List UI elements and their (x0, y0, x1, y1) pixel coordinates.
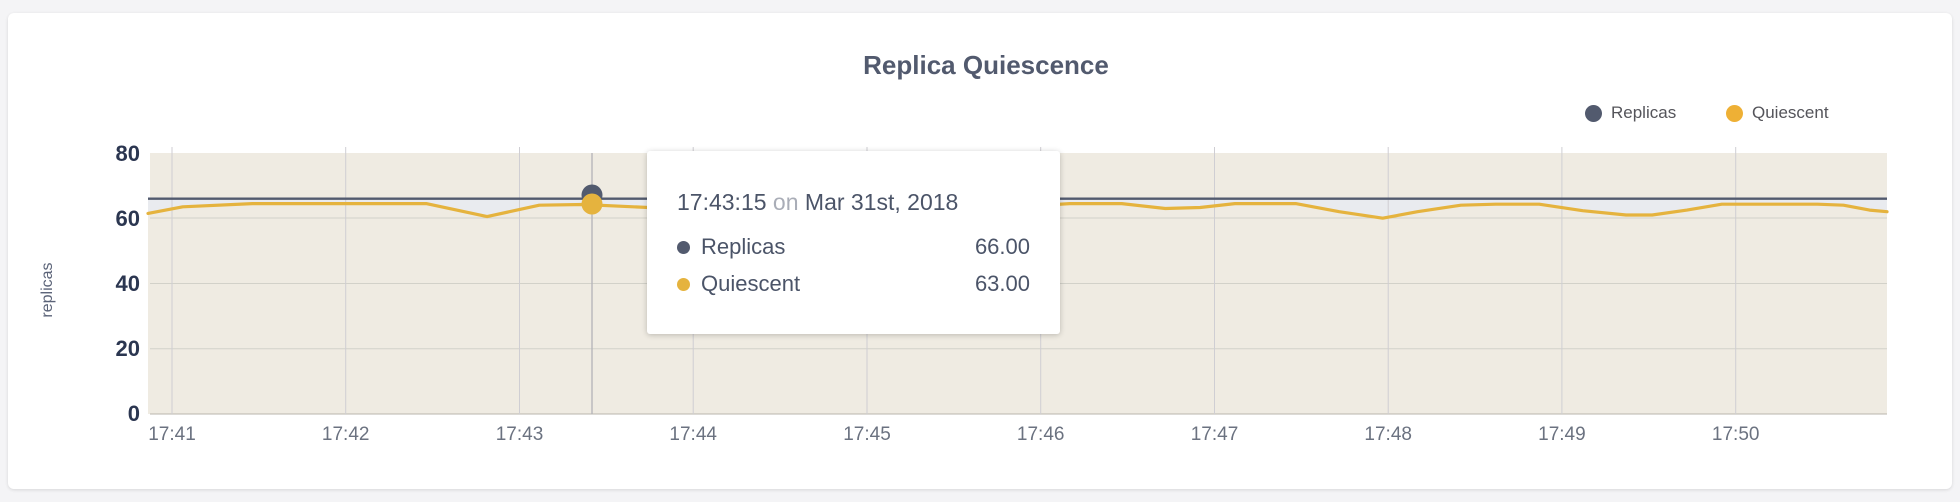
svg-text:17:41: 17:41 (148, 424, 196, 445)
svg-text:60: 60 (116, 206, 140, 231)
svg-text:17:50: 17:50 (1712, 424, 1760, 445)
svg-text:17:46: 17:46 (1017, 424, 1065, 445)
svg-text:replicas: replicas (39, 262, 56, 317)
svg-text:20: 20 (116, 336, 140, 361)
svg-text:17:47: 17:47 (1191, 424, 1239, 445)
svg-text:0: 0 (128, 401, 140, 426)
svg-text:17:42: 17:42 (322, 424, 370, 445)
svg-text:17:45: 17:45 (843, 424, 891, 445)
svg-text:17:43: 17:43 (496, 424, 544, 445)
svg-text:17:49: 17:49 (1538, 424, 1586, 445)
svg-text:80: 80 (116, 141, 140, 166)
svg-text:40: 40 (116, 271, 140, 296)
svg-text:17:48: 17:48 (1364, 424, 1412, 445)
svg-text:17:44: 17:44 (669, 424, 717, 445)
